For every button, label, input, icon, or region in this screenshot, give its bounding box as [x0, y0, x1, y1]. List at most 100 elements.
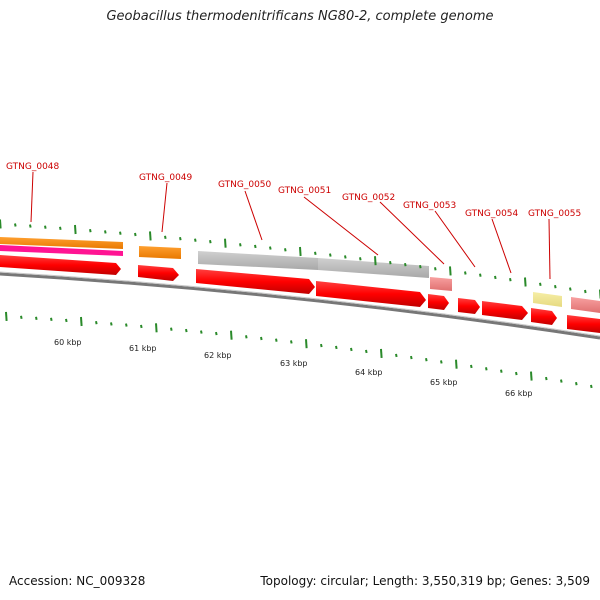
- tick-upper-major: [0, 219, 2, 229]
- tick-lower-minor: [95, 321, 98, 325]
- tick-upper-major: [299, 246, 302, 257]
- tick-upper-minor: [104, 230, 107, 234]
- tick-upper-minor: [479, 273, 482, 277]
- cds-arrow-0051: [316, 281, 426, 307]
- kbp-labels: 60 kbp 61 kbp 62 kbp 63 kbp 64 kbp 65 kb…: [54, 338, 533, 398]
- feature-orange: [0, 237, 123, 249]
- tick-lower-minor: [545, 376, 548, 381]
- leader-0055: [548, 218, 551, 280]
- feature-magenta: [0, 245, 123, 256]
- tick-lower-minor: [20, 315, 23, 319]
- tick-upper-minor: [209, 240, 212, 244]
- tick-upper-minor: [434, 267, 437, 271]
- tick-upper-minor: [269, 246, 272, 250]
- tick-upper-minor: [119, 231, 122, 235]
- tick-lower-minor: [575, 382, 578, 386]
- tick-upper-minor: [509, 278, 512, 282]
- gene-label-0049: GTNG_0049: [139, 173, 193, 183]
- feature-orange-0049: [139, 246, 181, 259]
- tick-upper-minor: [539, 282, 542, 286]
- tick-lower-minor: [320, 343, 323, 348]
- tick-lower-minor: [470, 364, 473, 369]
- tick-upper-minor: [584, 289, 587, 294]
- tick-upper-minor: [494, 275, 497, 280]
- tick-lower-minor: [485, 367, 488, 371]
- cds-arrow-0049: [138, 265, 179, 281]
- tick-upper-minor: [314, 251, 317, 255]
- tick-upper-major: [224, 238, 227, 248]
- tick-lower-minor: [170, 327, 173, 331]
- feature-pink-edge: [571, 297, 600, 313]
- kbp-label-62: 62 kbp: [204, 351, 232, 360]
- tick-lower-minor: [440, 360, 443, 364]
- tick-upper-major: [374, 256, 377, 266]
- cds-arrow-0048: [0, 255, 121, 275]
- leader-0051: [303, 196, 379, 256]
- kbp-label-61: 61 kbp: [129, 344, 157, 353]
- gene-label-0051: GTNG_0051: [278, 186, 331, 196]
- accession-text: Accession: NC_009328: [9, 574, 146, 588]
- tick-upper-minor: [239, 243, 242, 247]
- tick-lower-minor: [410, 355, 413, 360]
- tick-upper-minor: [404, 263, 407, 267]
- gene-label-0050: GTNG_0050: [218, 180, 272, 190]
- feature-gray-0050: [198, 251, 318, 270]
- tick-upper-minor: [194, 238, 197, 242]
- tick-lower-major: [5, 311, 8, 321]
- tick-lower-minor: [185, 328, 188, 333]
- tick-upper-minor: [179, 237, 182, 241]
- tick-lower-minor: [140, 324, 143, 329]
- gene-labels: GTNG_0048 GTNG_0049 GTNG_0050 GTNG_0051 …: [6, 162, 581, 219]
- tick-track-upper: [0, 219, 600, 299]
- kbp-label-64: 64 kbp: [355, 368, 383, 377]
- tick-upper-major: [524, 277, 527, 287]
- tick-upper-minor: [134, 232, 137, 237]
- tick-upper-minor: [14, 223, 17, 227]
- cds-arrow-0052: [428, 294, 449, 310]
- genome-title: Geobacillus thermodenitrificans NG80-2, …: [106, 9, 494, 24]
- kbp-label-63: 63 kbp: [280, 359, 308, 368]
- gene-label-0055: GTNG_0055: [528, 209, 581, 219]
- tick-lower-minor: [500, 369, 503, 373]
- tick-upper-minor: [419, 265, 422, 269]
- tick-lower-major: [230, 330, 233, 340]
- feature-yellow-0055: [533, 292, 562, 307]
- tick-upper-major: [449, 266, 452, 276]
- feature-gray-0051: [318, 258, 429, 278]
- tick-upper-major: [149, 231, 152, 241]
- leader-0052: [379, 201, 445, 265]
- tick-lower-minor: [350, 347, 353, 352]
- cds-arrow-0055: [531, 308, 557, 325]
- feature-track-outer: [0, 237, 600, 313]
- tick-lower-minor: [35, 316, 38, 320]
- tick-lower-minor: [365, 349, 368, 354]
- tick-upper-minor: [29, 224, 32, 228]
- leader-0053: [434, 210, 476, 268]
- tick-lower-major: [455, 359, 458, 369]
- gene-label-0048: GTNG_0048: [6, 162, 60, 172]
- tick-lower-minor: [290, 340, 293, 344]
- leader-0054: [491, 218, 512, 274]
- tick-lower-major: [80, 316, 83, 327]
- cds-track: [0, 255, 600, 333]
- genome-summary-text: Topology: circular; Length: 3,550,319 bp…: [260, 574, 590, 588]
- gene-label-0053: GTNG_0053: [403, 201, 456, 211]
- tick-lower-minor: [395, 353, 398, 358]
- tick-lower-minor: [335, 345, 338, 350]
- kbp-label-60: 60 kbp: [54, 338, 82, 347]
- tick-upper-minor: [164, 235, 167, 239]
- leader-0048: [30, 171, 34, 223]
- tick-lower-minor: [50, 317, 53, 321]
- cds-arrow-0053: [458, 298, 480, 314]
- tick-lower-minor: [125, 323, 128, 327]
- gene-label-0052: GTNG_0052: [342, 193, 395, 203]
- tick-lower-major: [155, 323, 158, 333]
- leader-0049: [161, 182, 168, 233]
- gene-leaders: [30, 171, 551, 280]
- gene-label-0054: GTNG_0054: [465, 209, 519, 219]
- feature-pink-0052: [430, 277, 452, 291]
- tick-lower-minor: [245, 335, 248, 339]
- tick-lower-major: [305, 339, 308, 349]
- tick-lower-minor: [275, 338, 278, 342]
